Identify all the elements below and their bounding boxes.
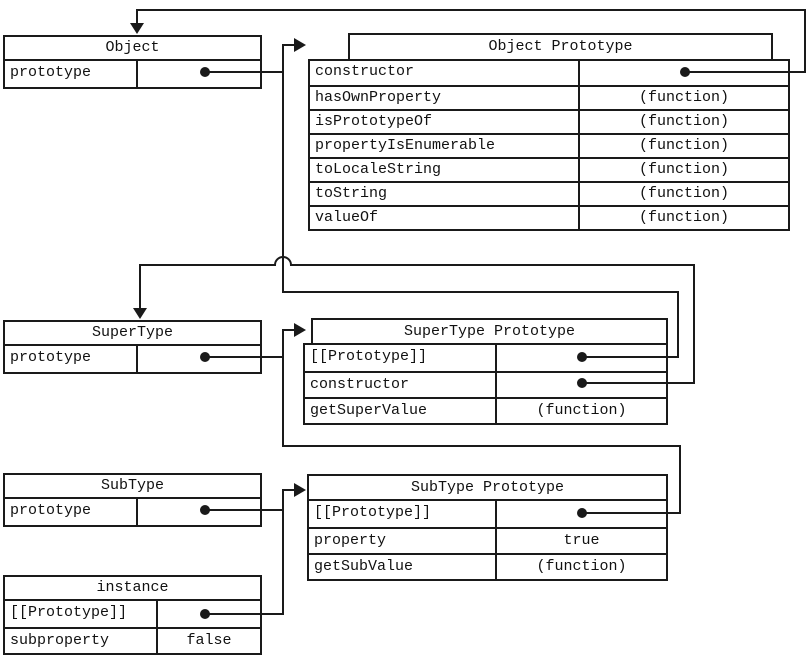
arrowhead-into-object-icon <box>130 23 144 34</box>
property-value: (function) <box>638 137 729 154</box>
object-prototype-box: constructor hasOwnProperty (function) is… <box>308 59 790 231</box>
property-value: (function) <box>638 161 729 178</box>
subtype-box-title: SubType <box>5 475 260 499</box>
pointer-cell <box>138 61 260 87</box>
property-value: (function) <box>638 89 729 106</box>
property-value: (function) <box>638 113 729 130</box>
arrowhead-into-supertype-prototype-icon <box>294 323 306 337</box>
property-name: getSuperValue <box>305 399 497 423</box>
property-name: [[Prototype]] <box>305 345 497 371</box>
property-name: constructor <box>305 373 497 397</box>
supertype-box: SuperType prototype <box>3 320 262 374</box>
supertype-prototype-box-title: SuperType Prototype <box>311 318 668 343</box>
constructor-row: constructor <box>305 371 666 397</box>
line-spine-to-subtype-prototype <box>282 489 296 615</box>
propertyisenumerable-row: propertyIsEnumerable (function) <box>310 133 788 157</box>
property-name: subproperty <box>5 629 158 653</box>
property-value: true <box>563 532 600 549</box>
property-name: [[Prototype]] <box>5 601 158 627</box>
pointer-cell <box>497 345 666 371</box>
property-name: hasOwnProperty <box>310 87 580 109</box>
arrowhead-into-object-prototype-icon <box>294 38 306 52</box>
property-name: toLocaleString <box>310 159 580 181</box>
property-name: valueOf <box>310 207 580 229</box>
line-superproto-constructor-to-supertype <box>139 264 276 310</box>
pointer-cell <box>138 499 260 525</box>
subtype-box: SubType prototype <box>3 473 262 527</box>
hasownproperty-row: hasOwnProperty (function) <box>310 85 788 109</box>
prototype-link-row: [[Prototype]] <box>5 601 260 627</box>
line-hop-bridge <box>273 256 293 267</box>
property-value: (function) <box>536 402 627 419</box>
property-name: propertyIsEnumerable <box>310 135 580 157</box>
object-prototype-box-title: Object Prototype <box>348 33 773 59</box>
pointer-cell <box>158 601 260 627</box>
subtype-prototype-box-title: SubType Prototype <box>307 474 668 499</box>
getsupervalue-row: getSuperValue (function) <box>305 397 666 423</box>
object-box-title: Object <box>5 37 260 61</box>
prototype-link-row: [[Prototype]] <box>309 501 666 527</box>
supertype-prototype-box: [[Prototype]] constructor getSuperValue … <box>303 343 668 425</box>
property-name: prototype <box>5 499 138 525</box>
prototype-link-row: [[Prototype]] <box>305 345 666 371</box>
tostring-row: toString (function) <box>310 181 788 205</box>
object-box: Object prototype <box>3 35 262 89</box>
arrowhead-into-subtype-prototype-icon <box>294 483 306 497</box>
property-name: [[Prototype]] <box>309 501 497 527</box>
supertype-prototype-row: prototype <box>5 346 260 372</box>
property-value: (function) <box>638 185 729 202</box>
pointer-cell <box>497 501 666 527</box>
property-name: toString <box>310 183 580 205</box>
constructor-row: constructor <box>310 61 788 85</box>
property-name: prototype <box>5 61 138 87</box>
pointer-cell <box>580 61 788 85</box>
subproperty-row: subproperty false <box>5 627 260 653</box>
property-row: property true <box>309 527 666 553</box>
property-name: constructor <box>310 61 580 85</box>
property-name: getSubValue <box>309 555 497 579</box>
property-name: isPrototypeOf <box>310 111 580 133</box>
property-value: (function) <box>536 558 627 575</box>
property-name: property <box>309 529 497 553</box>
instance-box-title: instance <box>5 577 260 601</box>
pointer-cell <box>138 346 260 372</box>
pointer-cell <box>497 373 666 397</box>
property-value: false <box>186 632 232 649</box>
property-value: (function) <box>638 209 729 226</box>
getsubvalue-row: getSubValue (function) <box>309 553 666 579</box>
property-name: prototype <box>5 346 138 372</box>
arrowhead-into-supertype-icon <box>133 308 147 319</box>
instance-box: instance [[Prototype]] subproperty false <box>3 575 262 655</box>
line-spine-to-supertype-prototype <box>282 329 296 447</box>
supertype-box-title: SuperType <box>5 322 260 346</box>
tolocalestring-row: toLocaleString (function) <box>310 157 788 181</box>
line-spine-to-object-prototype <box>282 44 296 293</box>
subtype-prototype-box: [[Prototype]] property true getSubValue … <box>307 499 668 581</box>
valueof-row: valueOf (function) <box>310 205 788 229</box>
subtype-prototype-row: prototype <box>5 499 260 525</box>
isprototypeof-row: isPrototypeOf (function) <box>310 109 788 133</box>
object-prototype-row: prototype <box>5 61 260 87</box>
